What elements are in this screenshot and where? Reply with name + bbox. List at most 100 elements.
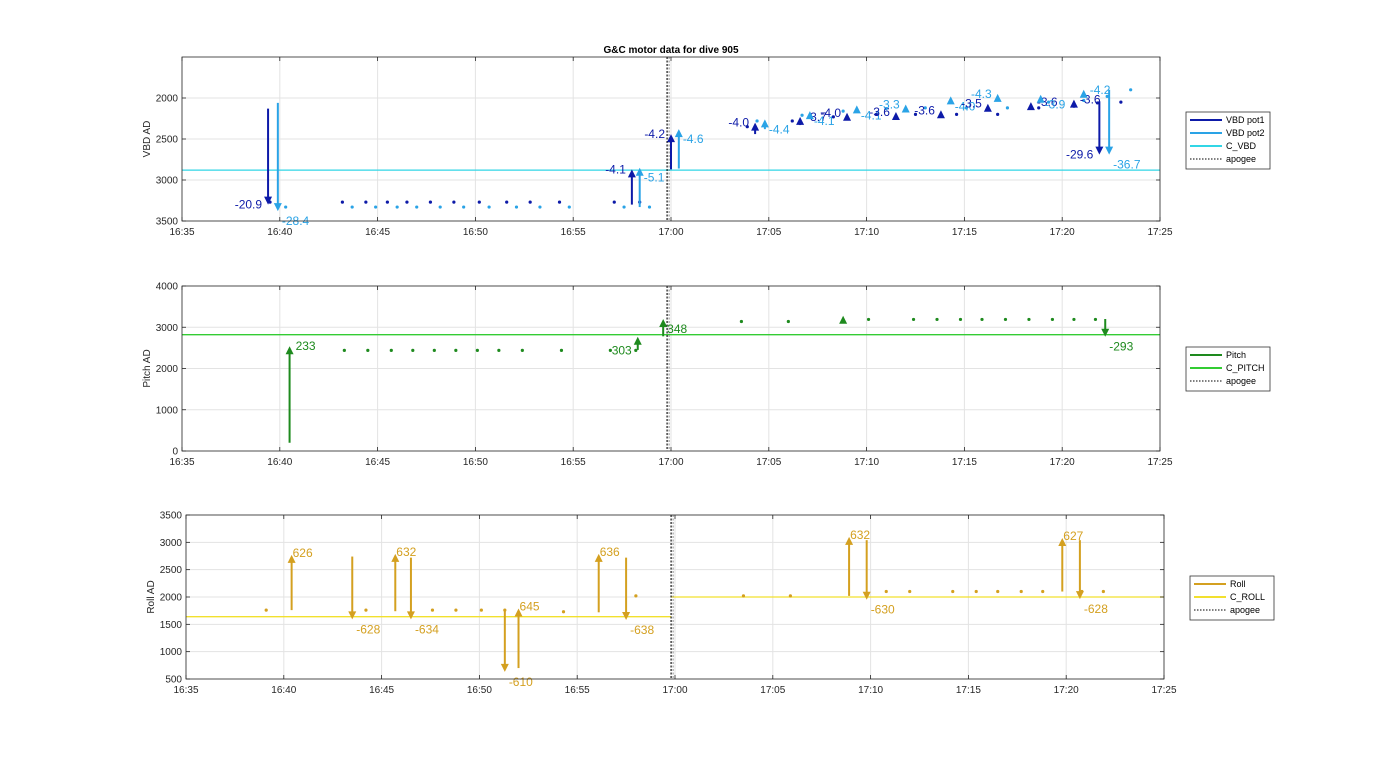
vbd-arrow-head xyxy=(805,111,814,120)
roll-arrow-label: 632 xyxy=(396,545,416,559)
roll-arrow-head xyxy=(1058,537,1067,546)
vbd-data-point xyxy=(528,200,532,204)
roll-arrow-label: -634 xyxy=(415,622,439,636)
vbd-arrow-head xyxy=(1069,99,1078,108)
pitch-data-point xyxy=(454,348,458,352)
vbd-arrow-head xyxy=(627,169,636,178)
pitch-x-tick-label: 17:00 xyxy=(658,457,683,468)
vbd-arrow-head xyxy=(667,134,675,143)
roll-arrow-label: -630 xyxy=(871,603,895,617)
pitch-data-point xyxy=(411,348,415,352)
pitch-x-tick-label: 17:25 xyxy=(1147,457,1172,468)
roll-x-tick-label: 16:45 xyxy=(369,685,394,696)
vbd-data-point xyxy=(745,125,749,129)
pitch-x-tick-label: 16:50 xyxy=(463,457,488,468)
pitch-data-point xyxy=(1050,317,1055,322)
roll-data-point xyxy=(1101,589,1105,594)
pitch-y-tick-label: 1000 xyxy=(156,405,179,416)
pitch-data-point xyxy=(935,317,939,322)
roll-data-point xyxy=(1041,589,1045,594)
vbd-data-point xyxy=(557,200,562,204)
pitch-data-point xyxy=(1093,317,1098,322)
vbd-arrow-label: -4.0 xyxy=(820,106,841,120)
vbd-arrow-head xyxy=(843,112,852,121)
figure-title: G&C motor data for dive 905 xyxy=(603,45,738,56)
vbd-arrow-label: -4.1 xyxy=(861,108,882,122)
vbd-arrow-head xyxy=(796,116,805,125)
roll-x-tick-label: 17:05 xyxy=(760,685,785,696)
vbd-x-tick-label: 17:00 xyxy=(658,227,683,238)
pitch-legend-label: Pitch xyxy=(1226,350,1246,360)
vbd-arrow-head xyxy=(264,196,273,205)
vbd-data-point xyxy=(415,205,419,209)
roll-arrow-label: -638 xyxy=(630,623,654,637)
vbd-x-tick-label: 17:10 xyxy=(854,227,879,238)
vbd-data-point xyxy=(487,205,491,209)
roll-y-tick-label: 1500 xyxy=(160,620,183,631)
vbd-data-point xyxy=(1129,88,1133,92)
roll-y-tick-label: 3000 xyxy=(160,538,183,549)
roll-panel: 16:35 16:40 16:45 16:50 16:55 17:00 17:05 17:10… xyxy=(146,511,1275,696)
roll-arrow-label: 632 xyxy=(850,528,870,542)
vbd-y-tick-label: 2000 xyxy=(156,94,179,105)
vbd-data-point xyxy=(622,205,626,209)
vbd-data-point xyxy=(1119,100,1123,104)
roll-data-point xyxy=(951,589,955,594)
roll-y-tick-label: 2000 xyxy=(160,593,183,604)
vbd-arrow-head xyxy=(1105,146,1114,155)
pitch-data-point xyxy=(366,348,370,352)
panels: 16:35 16:40 16:45 16:50 16:55 17:00 17:05 17:10… xyxy=(142,56,1275,696)
roll-legend-label: C_ROLL xyxy=(1230,592,1265,602)
vbd-data-point xyxy=(954,112,959,116)
vbd-arrow-head xyxy=(1079,89,1088,98)
vbd-arrow-label: -5.1 xyxy=(644,171,665,185)
vbd-data-point xyxy=(374,205,378,209)
vbd-data-point xyxy=(385,200,389,204)
vbd-data-point xyxy=(874,112,878,116)
pitch-data-point xyxy=(980,317,984,322)
roll-data-point xyxy=(264,608,268,612)
vbd-arrow-head xyxy=(983,103,992,112)
vbd-arrow-label: -4.6 xyxy=(683,132,704,146)
vbd-arrow-label: -4.4 xyxy=(769,122,790,136)
pitch-arrow-label: 303 xyxy=(612,344,632,358)
roll-legend-label: Roll xyxy=(1230,579,1246,589)
pitch-data-point xyxy=(389,348,393,352)
vbd-arrow-head xyxy=(273,203,282,212)
roll-y-tick-label: 3500 xyxy=(160,511,183,522)
roll-data-point xyxy=(634,594,638,598)
vbd-arrow-head xyxy=(635,167,644,176)
vbd-y-tick-label: 2500 xyxy=(156,135,179,146)
roll-data-point xyxy=(884,589,888,594)
vbd-arrow-label: -3.6 xyxy=(869,105,890,119)
pitch-data-point xyxy=(866,317,871,322)
pitch-x-tick-label: 17:10 xyxy=(854,457,879,468)
roll-arrow-head xyxy=(594,553,603,562)
vbd-x-tick-label: 17:20 xyxy=(1050,227,1075,238)
vbd-data-point xyxy=(284,205,288,209)
vbd-arrow-head xyxy=(674,129,683,138)
vbd-data-point xyxy=(428,200,433,204)
roll-x-tick-label: 16:50 xyxy=(467,685,492,696)
vbd-data-point xyxy=(913,112,918,116)
vbd-arrow-label: -3.7 xyxy=(806,110,827,124)
vbd-x-tick-label: 16:45 xyxy=(365,227,390,238)
vbd-panel: 16:35 16:40 16:45 16:50 16:55 17:00 17:05 17:10… xyxy=(142,56,1271,238)
vbd-legend-label: VBD pot1 xyxy=(1226,115,1265,125)
pitch-panel: 16:35 16:40 16:45 16:50 16:55 17:00 17:05 17:10… xyxy=(142,282,1271,468)
vbd-data-point xyxy=(567,205,571,209)
vbd-data-point xyxy=(996,112,1000,116)
vbd-data-point xyxy=(1037,106,1041,110)
vbd-arrow-label: -3.3 xyxy=(879,98,900,112)
vbd-data-point xyxy=(884,107,888,111)
pitch-data-point xyxy=(520,348,524,352)
pitch-arrow-label: 348 xyxy=(667,322,687,336)
vbd-arrow-label: -4.2 xyxy=(1090,83,1111,97)
pitch-data-point xyxy=(1072,317,1076,322)
vbd-arrow-label: -3.6 xyxy=(914,103,935,117)
vbd-x-tick-label: 17:05 xyxy=(756,227,781,238)
vbd-arrow-head xyxy=(751,122,760,131)
vbd-arrow-label: -36.7 xyxy=(1113,158,1141,172)
vbd-data-point xyxy=(1005,106,1010,110)
